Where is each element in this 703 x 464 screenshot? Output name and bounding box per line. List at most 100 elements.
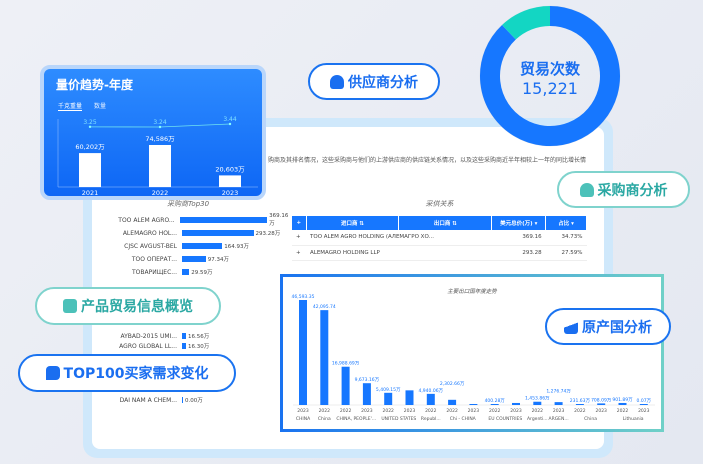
export-chart-panel: 主要出口国年度走势 46,593.35 2023 CHINA 42,095.74 202… <box>280 274 664 432</box>
top30-row: AYBAD-2015 UMI... 16.56万 <box>92 331 209 341</box>
export-bar-label: 0.07万 <box>637 398 652 404</box>
product-label: 产品贸易信息概览 <box>81 299 193 315</box>
trade-count-donut <box>479 5 621 147</box>
column-header[interactable]: 美元总价(万) ▾ <box>491 216 547 230</box>
top100-button[interactable]: TOP100买家需求变化 <box>18 354 236 392</box>
x-tick-label: 2021 <box>82 189 99 196</box>
country-tick-label: Argenti... <box>527 416 548 422</box>
trend-title: 量价趋势-年度 <box>56 78 133 92</box>
buyer-name: DAI NAM A CHEM... <box>119 396 177 404</box>
share-cell: 27.59% <box>545 245 587 261</box>
country-tick-label: UNITED STATES <box>381 416 416 422</box>
export-bar-label: 46,593.35 <box>292 294 315 300</box>
origin-analysis-button[interactable]: 原产国分析 <box>545 308 671 345</box>
importer-cell: ALEMAGRO HOLDING LLP <box>306 245 492 261</box>
expand-all-icon[interactable]: + <box>292 216 307 230</box>
person-icon <box>579 182 594 197</box>
table-row[interactable]: + TOO ALEM AGRO HOLDING (АЛЕМАГРО ХО... 36… <box>292 230 587 246</box>
chat-icon <box>45 366 60 380</box>
table-row[interactable]: + ALEMAGRO HOLDING LLP 293.28 27.59% <box>292 245 587 261</box>
year-tick-label: 2022 <box>340 408 352 414</box>
export-bar <box>299 300 307 405</box>
country-tick-label: ARGEN... <box>548 416 568 422</box>
export-bar-label: 1,453.86万 <box>525 396 550 402</box>
country-tick-label: China <box>584 416 597 422</box>
donut-slice <box>502 6 551 40</box>
export-bar <box>597 403 606 405</box>
origin-label: 原产国分析 <box>582 319 652 336</box>
trend-line-label: 3.44 <box>223 116 237 123</box>
amount-cell: 293.28 <box>491 245 546 261</box>
export-bar <box>320 310 329 405</box>
expand-icon[interactable]: + <box>292 245 306 261</box>
buyer-name: AGRO GLOBAL LL... <box>119 342 177 350</box>
trend-bar <box>219 175 241 187</box>
top30-bar <box>179 217 268 223</box>
top30-value: 164.93万 <box>224 244 249 250</box>
relation-section: 采供关系 + 进口商 ⇅ 出口商 ⇅ 美元总价(万) ▾ 占比 ▾ + TOO ALEM A… <box>292 199 587 261</box>
trend-bar-label: 74,586万 <box>145 135 175 143</box>
trend-line-label: 3.24 <box>153 119 167 126</box>
export-bar-label: 231.63万 <box>570 398 591 404</box>
top30-row: TOO ALEM AGRO... 369.16万 <box>92 213 293 227</box>
column-label: 出口商 <box>433 221 451 227</box>
product-overview-button[interactable]: 产品贸易信息概览 <box>35 287 221 325</box>
top30-bar <box>182 256 206 262</box>
buyer-name: ТОВАРИЩЕС... <box>132 268 177 276</box>
export-chart: 46,593.35 2023 CHINA 42,095.74 2022 China 16,9… <box>292 294 655 422</box>
document-icon <box>63 299 77 313</box>
top30-value: 16.30万 <box>187 344 210 350</box>
supplier-analysis-button[interactable]: 供应商分析 <box>308 63 440 100</box>
trend-line-label: 3.25 <box>83 119 97 126</box>
country-tick-label: Lithuania <box>623 416 644 422</box>
top30-value: 0.00万 <box>185 398 203 404</box>
export-bar-label: 42,095.74 <box>313 304 336 310</box>
tab-weight[interactable]: 千克重量 <box>58 103 83 111</box>
year-tick-label: 2022 <box>425 408 437 414</box>
country-tick-label: EU COUNTRIES <box>488 416 522 422</box>
top30-value: 16.56万 <box>188 334 210 340</box>
column-header[interactable]: 出口商 ⇅ <box>398 216 493 230</box>
donut-label: 贸易次数 <box>519 60 580 78</box>
country-tick-label: Chi - CHINA <box>450 416 477 422</box>
year-tick-label: 2023 <box>361 408 373 414</box>
export-bar <box>448 399 457 405</box>
export-bar-label: 5,409.15万 <box>376 387 401 393</box>
top30-value: 29.59万 <box>191 270 213 276</box>
country-tick-label: China <box>318 416 331 422</box>
year-tick-label: 2023 <box>510 408 522 414</box>
export-bar <box>341 366 350 405</box>
top30-bar <box>182 230 254 236</box>
trend-line-point <box>88 125 92 129</box>
column-header[interactable]: 占比 ▾ <box>545 216 587 230</box>
tab-quantity[interactable]: 数量 <box>94 103 107 110</box>
relation-table: + 进口商 ⇅ 出口商 ⇅ 美元总价(万) ▾ 占比 ▾ + TOO ALEM AGRO H… <box>292 216 587 261</box>
buyer-analysis-button[interactable]: 采购商分析 <box>557 171 690 208</box>
column-header[interactable]: 进口商 ⇅ <box>306 216 400 230</box>
export-bar <box>618 402 627 405</box>
export-bar-label: 708.09万 <box>591 397 612 403</box>
top30-value: 369.16万 <box>269 213 289 227</box>
export-bar <box>490 404 499 405</box>
buyer-name: AYBAD-2015 UMI... <box>120 332 177 340</box>
x-tick-label: 2022 <box>152 189 169 196</box>
dashboard-description: 购商及其排名情况，这些采购商与他们的上游供应商的供应链关系情况，以及这些采购商近… <box>268 157 587 164</box>
top30-value: 293.28万 <box>255 231 281 237</box>
trend-line-point <box>158 125 162 129</box>
year-tick-label: 2022 <box>382 408 394 414</box>
top30-bar <box>182 397 183 403</box>
buyer-name: ALEMAGRO HOL... <box>122 229 177 237</box>
buyer-label: 采购商分析 <box>597 182 668 199</box>
year-tick-label: 2022 <box>574 408 586 414</box>
export-bar-label: 4,940.06万 <box>419 388 444 394</box>
column-label: 进口商 <box>340 221 358 227</box>
buyer-name: CJSC AVGUST-BEL <box>124 242 177 250</box>
top30-value: 97.34万 <box>207 257 229 263</box>
top30-bar <box>182 269 190 275</box>
buyer-name: TOO ALEM AGRO... <box>118 216 175 224</box>
expand-icon[interactable]: + <box>292 230 306 246</box>
trend-bar-label: 20,603万 <box>215 165 245 173</box>
export-bar <box>533 401 542 405</box>
year-tick-label: 2023 <box>553 408 565 414</box>
top30-title: 采购商Top30 <box>167 200 210 208</box>
